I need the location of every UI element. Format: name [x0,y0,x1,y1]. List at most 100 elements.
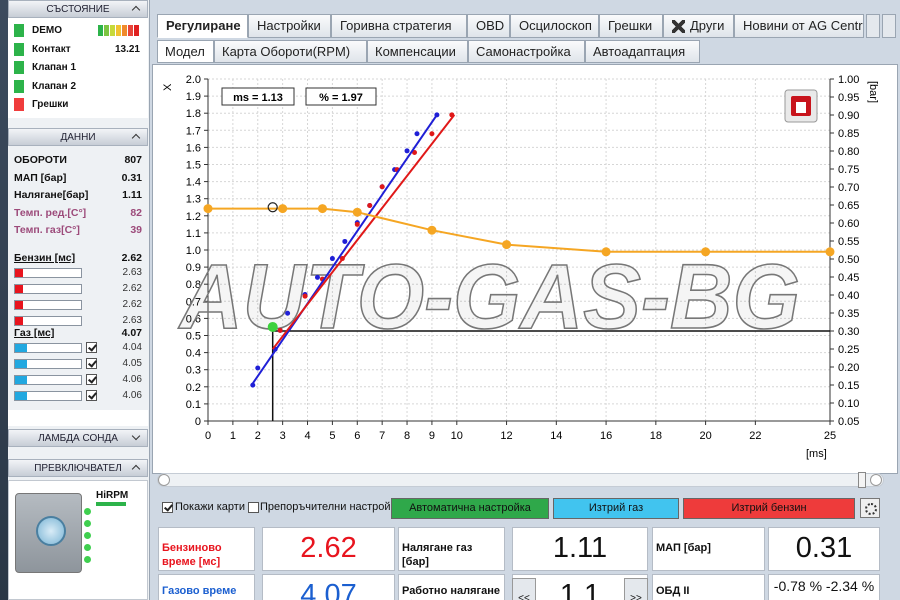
status-lamp [14,79,24,93]
sub-tab[interactable]: Автоадаптация [585,40,700,63]
checkbox[interactable] [162,502,173,513]
checkbox[interactable] [248,502,259,513]
checkbox-label[interactable]: Покажи карти [175,501,245,513]
injector-fill [15,344,28,352]
window-button[interactable] [882,14,896,38]
y-tick-label: 1.2 [186,211,201,223]
injector-checkbox[interactable] [86,358,97,369]
slider-track [157,473,884,487]
y2-tick-label: 0.90 [838,110,859,122]
x-tick-label: 6 [354,430,360,442]
action-button[interactable]: Изтрий газ [553,498,679,519]
readout-value: 0.31 [795,532,853,564]
series-point [354,221,360,227]
x-tick-label: 3 [280,430,286,442]
slider-minus[interactable] [158,474,170,486]
series-point [701,247,711,257]
chart: 0 0.1 0.2 0.3 0.4 0.5 0.6 0.7 0.8 0.9 1.0 1.1 1.2 1.3… [162,74,879,460]
level-segment [122,25,127,36]
series-point [367,203,373,209]
readout-value-box [768,574,880,600]
injector-fill [15,269,23,277]
injector-checkbox[interactable] [86,342,97,353]
chevron [131,431,141,441]
action-button[interactable]: Автоматична настройка [391,498,549,519]
sub-tab[interactable]: Самонастройка [468,40,585,63]
x-tick-label: 22 [749,430,761,442]
data-label: ОБОРОТИ [14,154,67,166]
check-mark [88,358,97,368]
readout-label-box [158,527,255,571]
section-header[interactable]: ЛАМБДА СОНДА [8,429,148,447]
tab[interactable]: Горивна стратегия [331,14,467,38]
action-button[interactable]: Изтрий бензин [683,498,855,519]
y2-tick-label: 0.60 [838,218,859,230]
injector-value: 2.62 [122,283,142,294]
readout-value: -0.78 % -2.34 % [773,578,875,594]
y2-tick-label: 0.10 [838,398,859,410]
injector-value: 2.63 [122,315,142,326]
step-button[interactable]: << [512,578,536,600]
injector-bar [14,343,82,353]
y2-tick-label: 0.50 [838,254,859,266]
x-tick-label: 14 [550,430,562,442]
check-mark [88,390,97,400]
readout-value-box [262,527,395,571]
status-label: Клапан 1 [32,62,76,73]
data-label: Темп. газ[C°] [14,224,80,236]
series-point [379,184,385,190]
tab[interactable]: Новини от AG Centr [734,14,864,38]
readout-value: 1.11 [552,532,608,564]
status-label: DEMO [32,25,62,36]
y-tick-label: 1.7 [186,125,201,137]
sub-tab[interactable]: Карта Обороти(RPM) [214,40,367,63]
series-point [601,247,611,257]
injector-checkbox[interactable] [86,390,97,401]
section-header[interactable]: СЪСТОЯНИЕ [8,0,148,18]
y2-axis-label: [bar] [867,81,879,103]
tab[interactable]: Настройки [248,14,331,38]
series-point [502,240,512,250]
readout-label: Газово време [мс] [162,585,237,600]
section-header[interactable]: ДАННИ [8,128,148,146]
status-label: Контакт [32,43,71,55]
checkbox-label[interactable]: Препоръчителни настройки [260,501,402,513]
slider-thumb[interactable] [858,472,866,488]
section-header[interactable]: ПРЕВКЛЮЧВАТЕЛ [8,459,148,477]
injector-bar [14,284,82,294]
level-segment [116,25,121,36]
chevron [131,5,141,15]
y-tick-label: 1.4 [186,177,201,189]
series-point [255,365,261,371]
injector-fill [15,285,23,293]
tab[interactable]: OBD [467,14,510,38]
sub-tab[interactable]: Модел [157,40,214,63]
y2-tick-label: 0.45 [838,272,859,284]
window-button[interactable] [866,14,880,38]
settings-button[interactable] [860,498,880,518]
chevron [131,133,141,143]
sub-tab[interactable]: Компенсации [367,40,468,63]
step-button[interactable]: >> [624,578,648,600]
rpm-bar [96,502,126,506]
tab[interactable]: Регулиране [157,14,248,38]
y2-tick-label: 1.00 [838,74,859,86]
readout-label-box [398,574,505,600]
slider-plus[interactable] [870,474,882,486]
x-tick-label: 1 [230,430,236,442]
data-value: 82 [130,206,142,219]
group-label: Бензин [мс] [14,252,76,264]
injector-checkbox[interactable] [86,374,97,385]
readout-label: ОБД II [656,585,690,597]
x-axis-label: [ms] [806,448,827,460]
injector-value: 2.62 [122,299,142,310]
y-tick-label: 1.5 [186,160,201,172]
y-tick-label: 0.1 [186,399,201,411]
y-tick-label: 1.9 [186,91,201,103]
tab[interactable]: Грешки [599,14,663,38]
y2-tick-label: 0.75 [838,164,859,176]
led [84,556,91,563]
led [84,520,91,527]
tab[interactable]: Други [663,14,734,38]
tab[interactable]: Осцилоскоп [510,14,599,38]
